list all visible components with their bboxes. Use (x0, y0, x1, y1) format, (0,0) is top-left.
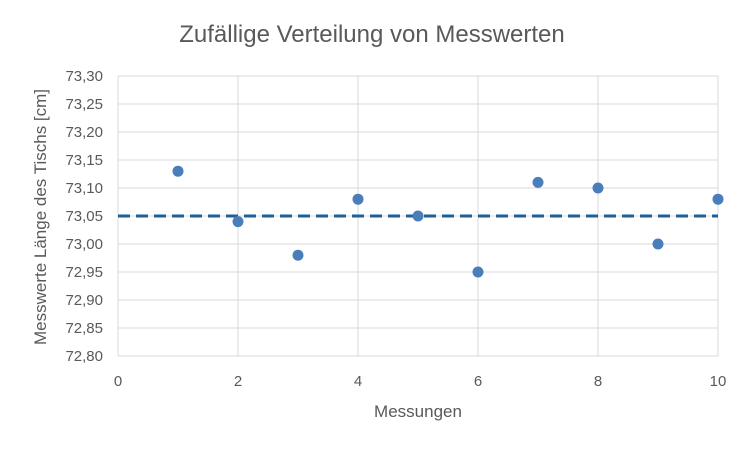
data-point (292, 249, 304, 261)
data-point (472, 266, 484, 278)
data-point (532, 176, 544, 188)
x-tick-label: 0 (114, 373, 122, 390)
data-points (172, 165, 724, 278)
data-point (352, 193, 364, 205)
data-point (592, 182, 604, 194)
y-tick-label: 72,95 (65, 264, 103, 281)
x-tick-label: 2 (234, 373, 242, 390)
data-point (172, 165, 184, 177)
y-axis-label: Messwerte Länge des Tischs [cm] (31, 89, 50, 345)
chart-title: Zufällige Verteilung von Messwerten (179, 21, 565, 48)
data-point (412, 210, 424, 222)
y-tick-label: 73,10 (65, 180, 103, 197)
x-tick-label: 4 (354, 373, 362, 390)
y-tick-label: 73,05 (65, 208, 103, 225)
y-tick-label: 72,90 (65, 292, 103, 309)
data-point (712, 193, 724, 205)
data-point (652, 238, 664, 250)
x-tick-label: 8 (594, 373, 602, 390)
y-tick-label: 73,20 (65, 124, 103, 141)
x-tick-label: 10 (710, 373, 727, 390)
y-tick-label: 73,00 (65, 236, 103, 253)
x-axis-ticks: 0 2 4 6 8 10 (114, 373, 727, 390)
x-tick-label: 6 (474, 373, 482, 390)
x-axis-label: Messungen (374, 402, 462, 421)
y-tick-label: 73,25 (65, 96, 103, 113)
data-point (232, 216, 244, 228)
y-tick-label: 73,30 (65, 68, 103, 85)
y-tick-label: 72,80 (65, 348, 103, 365)
y-tick-label: 73,15 (65, 152, 103, 169)
y-axis-ticks: 72,80 72,85 72,90 72,95 73,00 73,05 73,10 73,15… (65, 68, 103, 365)
y-tick-label: 72,85 (65, 320, 103, 337)
